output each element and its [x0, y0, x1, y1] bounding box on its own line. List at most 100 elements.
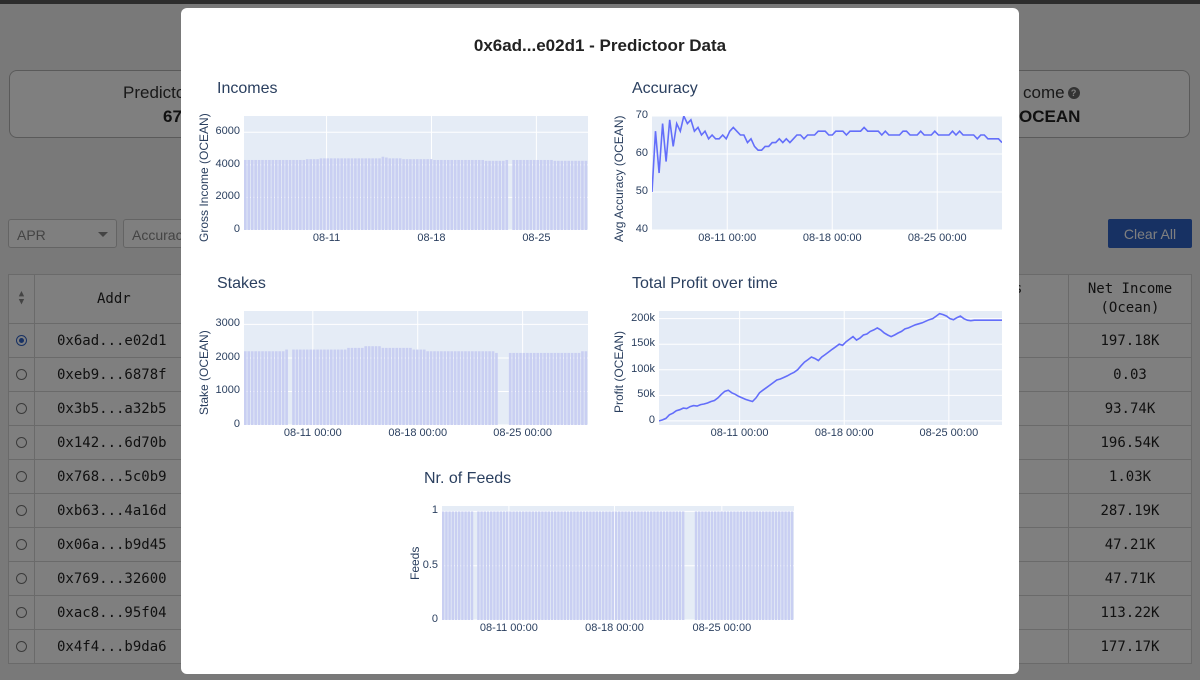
bar[interactable] [257, 159, 261, 230]
bar[interactable] [274, 159, 278, 230]
bar[interactable] [595, 511, 598, 620]
bar[interactable] [554, 511, 557, 620]
bar[interactable] [656, 511, 659, 620]
bar[interactable] [481, 159, 484, 230]
bar[interactable] [567, 352, 570, 425]
bar[interactable] [531, 511, 534, 620]
bar[interactable] [771, 511, 774, 620]
bar[interactable] [409, 159, 412, 230]
bar[interactable] [422, 349, 426, 425]
bar[interactable] [586, 511, 589, 620]
bar[interactable] [367, 346, 371, 425]
bar[interactable] [522, 511, 525, 620]
bar[interactable] [388, 158, 392, 230]
bar[interactable] [550, 159, 553, 230]
bar[interactable] [749, 511, 752, 620]
bar[interactable] [302, 349, 306, 425]
bar[interactable] [285, 159, 288, 230]
bar[interactable] [374, 346, 378, 425]
bar[interactable] [357, 158, 361, 230]
bar[interactable] [778, 511, 781, 620]
bar[interactable] [264, 159, 268, 230]
bar[interactable] [574, 352, 577, 425]
bar[interactable] [563, 352, 567, 425]
bar[interactable] [467, 159, 471, 230]
bar[interactable] [723, 511, 726, 620]
bar[interactable] [340, 349, 343, 425]
bar[interactable] [529, 159, 533, 230]
bar[interactable] [419, 349, 423, 425]
bar[interactable] [364, 346, 368, 425]
bar[interactable] [395, 158, 398, 230]
bar[interactable] [526, 352, 529, 425]
bar[interactable] [519, 159, 522, 230]
bar[interactable] [768, 511, 771, 620]
bar[interactable] [560, 511, 563, 620]
bar[interactable] [736, 511, 739, 620]
bar[interactable] [579, 511, 582, 620]
bar[interactable] [752, 511, 755, 620]
bar[interactable] [350, 347, 354, 425]
bar[interactable] [618, 511, 621, 620]
bar[interactable] [765, 511, 768, 620]
bar[interactable] [522, 352, 526, 425]
bar[interactable] [762, 511, 765, 620]
bar[interactable] [271, 159, 275, 230]
bar[interactable] [247, 351, 251, 425]
plot-area[interactable] [244, 311, 588, 425]
bar[interactable] [484, 160, 488, 230]
bar[interactable] [577, 160, 581, 230]
bar[interactable] [787, 511, 790, 620]
plot-area[interactable] [652, 116, 1002, 230]
bar[interactable] [502, 511, 506, 620]
bar[interactable] [515, 352, 519, 425]
bar[interactable] [584, 160, 588, 230]
bar[interactable] [254, 159, 257, 230]
bar[interactable] [422, 159, 426, 230]
bar[interactable] [305, 349, 309, 425]
bar[interactable] [347, 158, 350, 230]
bar[interactable] [360, 158, 364, 230]
bar[interactable] [541, 511, 544, 620]
bar[interactable] [506, 511, 509, 620]
bar[interactable] [532, 352, 536, 425]
bar[interactable] [666, 511, 669, 620]
bar[interactable] [659, 511, 662, 620]
bar[interactable] [440, 351, 443, 425]
bar[interactable] [333, 349, 337, 425]
bar[interactable] [739, 511, 742, 620]
bar[interactable] [271, 351, 275, 425]
bar[interactable] [416, 349, 419, 425]
bar[interactable] [388, 347, 392, 425]
bar[interactable] [364, 158, 368, 230]
bar[interactable] [436, 159, 440, 230]
bar[interactable] [395, 347, 398, 425]
bar[interactable] [560, 160, 564, 230]
bar[interactable] [553, 352, 557, 425]
bar[interactable] [398, 347, 402, 425]
bar[interactable] [409, 347, 412, 425]
bar[interactable] [354, 347, 357, 425]
bar[interactable] [646, 511, 650, 620]
bar[interactable] [333, 158, 337, 230]
bar[interactable] [391, 347, 395, 425]
series-line[interactable] [652, 116, 1002, 193]
bar[interactable] [450, 351, 454, 425]
bar[interactable] [442, 511, 445, 620]
bar[interactable] [608, 511, 611, 620]
bar[interactable] [496, 511, 499, 620]
bar[interactable] [581, 160, 584, 230]
bar[interactable] [402, 159, 405, 230]
bar[interactable] [582, 511, 586, 620]
bar[interactable] [467, 351, 471, 425]
bar[interactable] [755, 511, 758, 620]
bar[interactable] [589, 511, 592, 620]
bar[interactable] [560, 352, 564, 425]
bar[interactable] [701, 511, 704, 620]
bar[interactable] [261, 159, 264, 230]
bar[interactable] [522, 159, 526, 230]
bar[interactable] [570, 352, 574, 425]
bar[interactable] [343, 158, 347, 230]
bar[interactable] [336, 158, 340, 230]
bar[interactable] [502, 160, 505, 230]
